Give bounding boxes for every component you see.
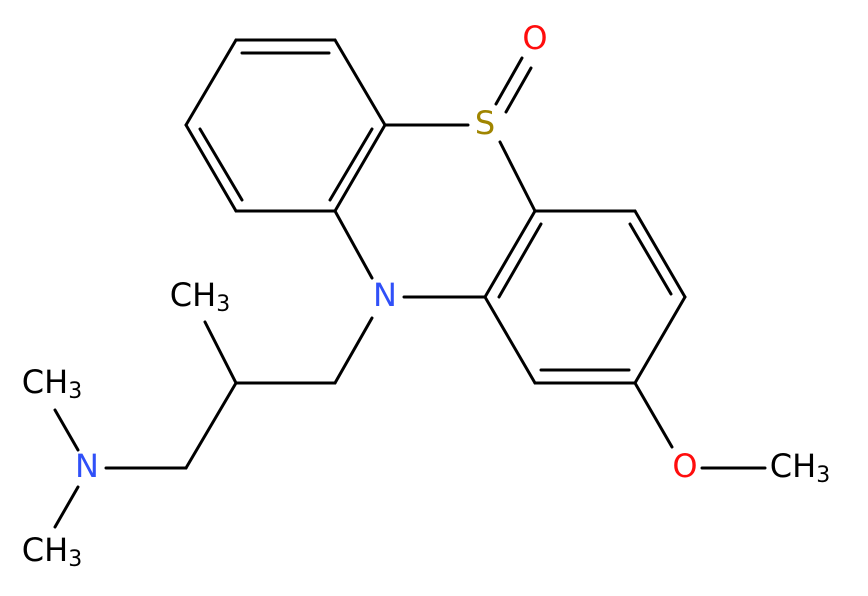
atom-subscript: 3 bbox=[216, 292, 230, 317]
atom-subscript: 3 bbox=[816, 463, 830, 488]
atom-subscript: 3 bbox=[68, 547, 82, 572]
atom-label: O bbox=[522, 19, 547, 57]
atom-subscript: 3 bbox=[68, 379, 82, 404]
atom-label: CH3 bbox=[22, 531, 82, 572]
atom-label: CH3 bbox=[22, 363, 82, 404]
atom-label: CH3 bbox=[770, 447, 830, 488]
atom-symbol: CH bbox=[170, 276, 216, 314]
atom-symbol: O bbox=[522, 19, 547, 57]
atom-symbol: CH bbox=[22, 531, 68, 569]
atom-symbol: O bbox=[672, 447, 697, 485]
atom-label: CH3 bbox=[170, 276, 230, 317]
atom-symbol: N bbox=[75, 447, 99, 485]
atom-symbol: N bbox=[373, 276, 397, 314]
atom-label: S bbox=[475, 104, 495, 142]
atom-symbol: S bbox=[475, 104, 495, 142]
atom-symbol: CH bbox=[770, 447, 816, 485]
atom-label: N bbox=[373, 276, 397, 314]
atom-symbol: CH bbox=[22, 363, 68, 401]
bonds bbox=[53, 38, 767, 529]
atom-label: O bbox=[672, 447, 697, 485]
atom-label: N bbox=[75, 447, 99, 485]
